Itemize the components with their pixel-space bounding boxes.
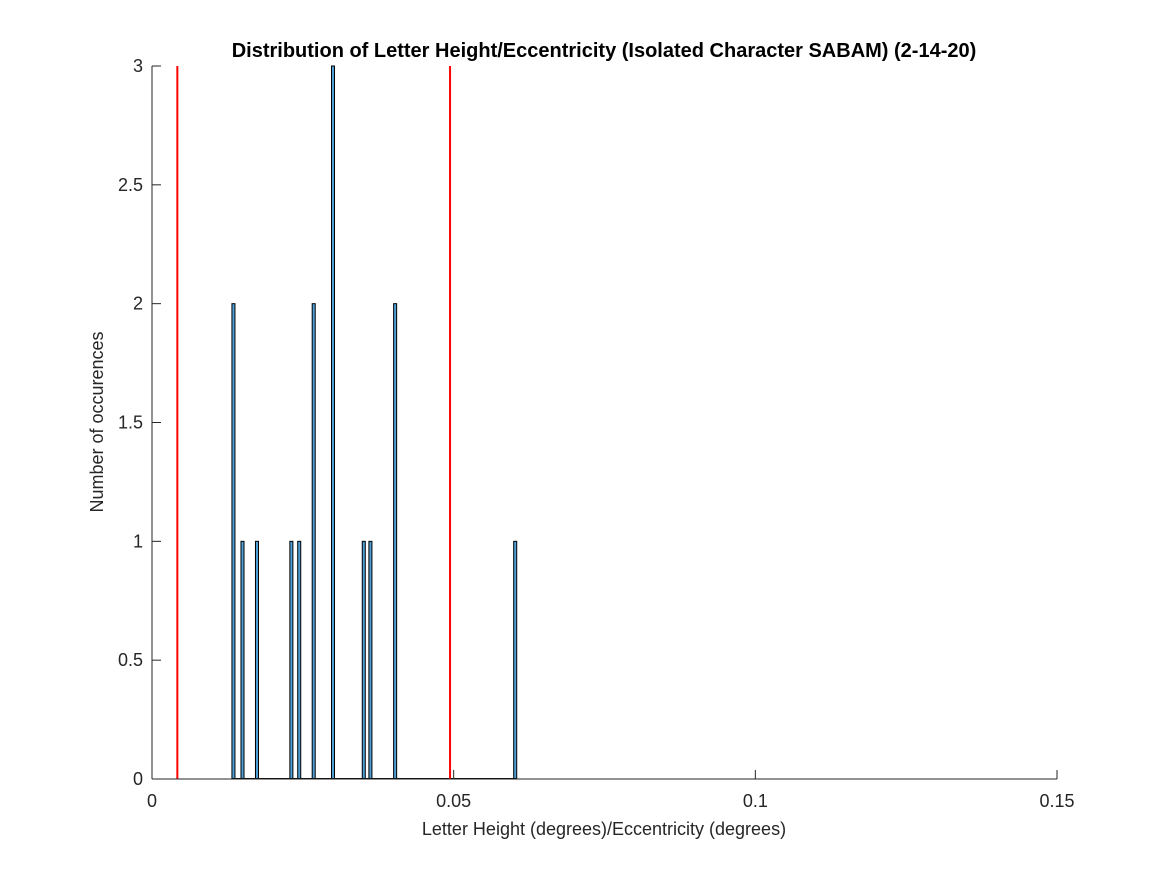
bars-layer — [231, 65, 518, 780]
x-tick-label: 0.05 — [436, 791, 471, 811]
histogram-bar-2 — [240, 540, 245, 780]
x-axis-label: Letter Height (degrees)/Eccentricity (de… — [422, 819, 786, 839]
y-tick-label: 3 — [133, 56, 143, 76]
y-tick-label: 0.5 — [118, 650, 143, 670]
histogram-bar-5 — [297, 540, 302, 780]
y-tick-label: 2.5 — [118, 175, 143, 195]
y-tick-label: 2 — [133, 294, 143, 314]
histogram-bar-6 — [311, 303, 316, 780]
histogram-bar-3 — [254, 540, 259, 780]
x-tick-label: 0 — [147, 791, 157, 811]
reference-lines-layer — [176, 66, 452, 779]
chart-title: Distribution of Letter Height/Eccentrici… — [232, 40, 977, 62]
y-axis-label: Number of occurences — [87, 331, 107, 512]
x-tick-label: 0.1 — [743, 791, 768, 811]
y-tick-label: 1.5 — [118, 413, 143, 433]
histogram-bar-1 — [231, 303, 236, 780]
histogram-bar-8 — [361, 540, 366, 780]
histogram-bar-11 — [513, 540, 518, 780]
ticks-layer: 0 0.05 0.1 0.15 0 0.5 1 1.5 2 2.5 3 — [118, 56, 1075, 811]
axes-layer — [151, 66, 1057, 780]
y-tick-label: 0 — [133, 769, 143, 789]
histogram-bar-7 — [330, 65, 336, 780]
y-tick-label: 1 — [133, 531, 143, 551]
histogram-bar-9 — [368, 540, 373, 780]
histogram-bar-10 — [393, 303, 398, 780]
histogram-bar-4 — [289, 540, 294, 780]
x-tick-label: 0.15 — [1039, 791, 1074, 811]
